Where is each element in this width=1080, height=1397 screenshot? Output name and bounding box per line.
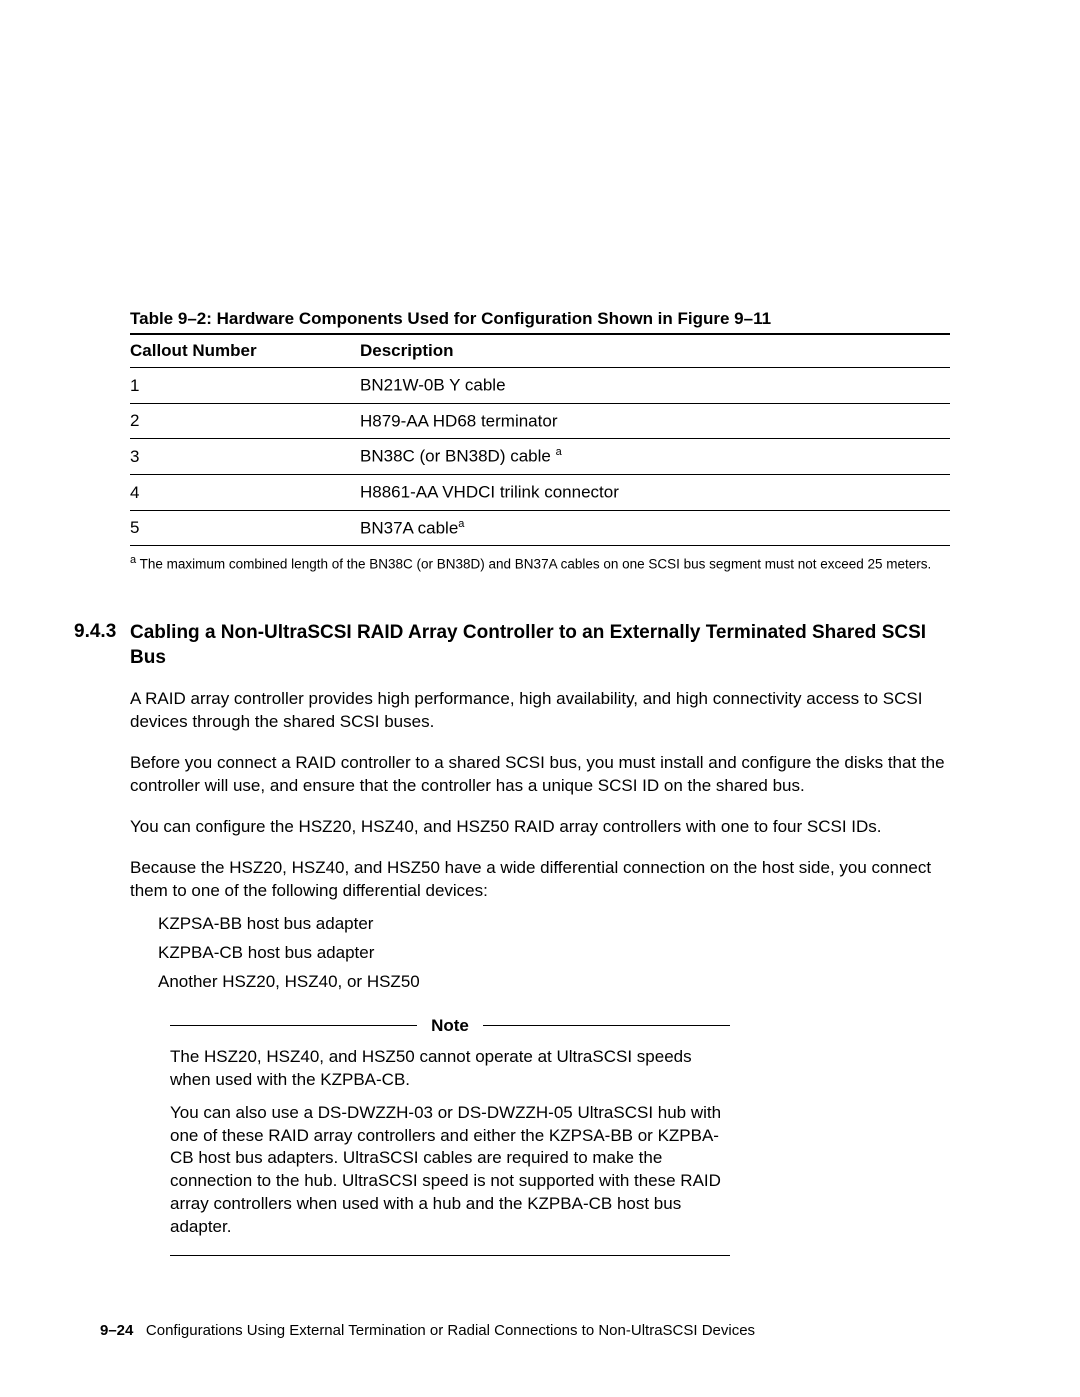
- table-footnote: a The maximum combined length of the BN3…: [130, 546, 950, 581]
- table-cell-num: 2: [130, 403, 360, 439]
- paragraph: A RAID array controller provides high pe…: [130, 688, 950, 734]
- table-cell-desc: BN37A cablea: [360, 510, 950, 546]
- list-item: Another HSZ20, HSZ40, or HSZ50: [158, 971, 950, 994]
- table-cell-desc-text: BN21W-0B Y cable: [360, 376, 506, 395]
- table-cell-num: 4: [130, 474, 360, 510]
- table-cell-num: 3: [130, 439, 360, 475]
- table-cell-ref: a: [556, 446, 562, 458]
- list-item: KZPSA-BB host bus adapter: [158, 913, 950, 936]
- table-cell-num: 1: [130, 367, 360, 403]
- table-cell-ref: a: [458, 518, 464, 530]
- note-end-rule: [170, 1255, 730, 1256]
- table-cell-num: 5: [130, 510, 360, 546]
- table-footnote-row: a The maximum combined length of the BN3…: [130, 546, 950, 581]
- table-cell-desc: H8861-AA VHDCI trilink connector: [360, 474, 950, 510]
- note-label: Note: [431, 1016, 469, 1036]
- note-rule-right: [483, 1025, 730, 1026]
- table-footnote-text: The maximum combined length of the BN38C…: [136, 557, 931, 572]
- table-cell-desc-text: H879-AA HD68 terminator: [360, 411, 557, 430]
- table-cell-desc-text: BN38C (or BN38D) cable: [360, 447, 556, 466]
- note-rule-left: [170, 1025, 417, 1026]
- list-item: KZPBA-CB host bus adapter: [158, 942, 950, 965]
- table-cell-desc: BN38C (or BN38D) cable a: [360, 439, 950, 475]
- table-cell-desc: H879-AA HD68 terminator: [360, 403, 950, 439]
- table-cell-desc-text: H8861-AA VHDCI trilink connector: [360, 483, 619, 502]
- section-title: Cabling a Non-UltraSCSI RAID Array Contr…: [130, 621, 950, 670]
- table-header-description: Description: [360, 335, 950, 368]
- table-cell-desc: BN21W-0B Y cable: [360, 367, 950, 403]
- paragraph: You can configure the HSZ20, HSZ40, and …: [130, 816, 950, 839]
- footer-text: Configurations Using External Terminatio…: [146, 1322, 755, 1339]
- table-header-callout: Callout Number: [130, 335, 360, 368]
- paragraph: Because the HSZ20, HSZ40, and HSZ50 have…: [130, 857, 950, 903]
- page-number: 9–24: [100, 1322, 133, 1339]
- table-row: 5 BN37A cablea: [130, 510, 950, 546]
- note-paragraph: The HSZ20, HSZ40, and HSZ50 cannot opera…: [170, 1046, 730, 1092]
- note-paragraph: You can also use a DS-DWZZH-03 or DS-DWZ…: [170, 1102, 730, 1240]
- table-caption: Table 9–2: Hardware Components Used for …: [130, 308, 950, 331]
- table-row: 1 BN21W-0B Y cable: [130, 367, 950, 403]
- page-footer: 9–24 Configurations Using External Termi…: [100, 1322, 755, 1339]
- paragraph: Before you connect a RAID controller to …: [130, 752, 950, 798]
- table-row: 3 BN38C (or BN38D) cable a: [130, 439, 950, 475]
- table-row: 2 H879-AA HD68 terminator: [130, 403, 950, 439]
- table-row: 4 H8861-AA VHDCI trilink connector: [130, 474, 950, 510]
- table-cell-desc-text: BN37A cable: [360, 518, 458, 537]
- note-block: Note The HSZ20, HSZ40, and HSZ50 cannot …: [170, 1016, 730, 1257]
- section-number: 9.4.3: [74, 621, 130, 670]
- hardware-table: Callout Number Description 1 BN21W-0B Y …: [130, 335, 950, 581]
